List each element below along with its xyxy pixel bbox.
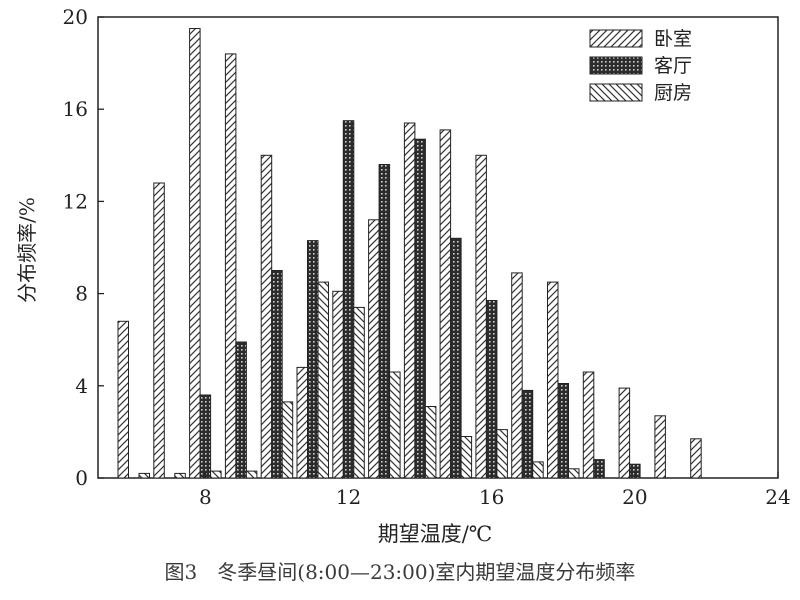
bar-0-6 [117, 320, 129, 479]
legend-swatch-0 [589, 29, 643, 48]
legend-label-2: 厨房 [654, 82, 692, 104]
bar-2-15 [460, 436, 473, 479]
bar-1-12 [342, 120, 355, 479]
bar-0-18 [547, 281, 559, 479]
legend-label-1: 客厅 [654, 55, 692, 77]
plot-area: 8 12 16 20 24 0 4 8 12 16 20 [63, 5, 791, 509]
figure-caption: 图3 冬季昼间(8:00—23:00)室内期望温度分布频率 [164, 560, 636, 584]
bar-0-15 [439, 129, 452, 479]
bar-1-13 [378, 164, 391, 479]
bar-2-14 [424, 406, 437, 479]
x-tick-label: 8 [199, 485, 212, 509]
bar-2-13 [389, 371, 401, 479]
bar-0-16 [475, 154, 487, 479]
x-tick-label: 12 [336, 485, 361, 509]
y-axis-label: 分布频率/% [15, 197, 39, 303]
bar-1-10 [271, 270, 283, 479]
bar-1-17 [521, 389, 534, 479]
y-tick-label: 16 [63, 97, 88, 121]
y-tick-label: 8 [75, 282, 88, 306]
bar-1-15 [450, 237, 462, 479]
x-tick-label: 24 [765, 485, 790, 509]
bar-layer [117, 28, 702, 479]
bar-1-16 [485, 300, 498, 479]
bar-1-14 [414, 138, 426, 479]
bar-1-9 [235, 341, 247, 479]
bar-2-8 [210, 470, 222, 479]
bar-2-6 [138, 472, 150, 479]
plot-frame [97, 16, 779, 479]
bar-0-12 [332, 290, 344, 479]
x-tick-label: 20 [622, 485, 647, 509]
bar-0-13 [368, 219, 380, 479]
bar-2-18 [568, 468, 580, 479]
x-axis-label: 期望温度/℃ [378, 522, 493, 546]
y-tick-label: 20 [63, 5, 88, 29]
x-axis-ticks: 8 12 16 20 24 [199, 472, 791, 509]
bar-0-22 [690, 438, 702, 479]
legend-swatch-1 [589, 56, 643, 75]
bar-0-8 [189, 28, 201, 479]
y-axis-ticks: 0 4 8 12 16 20 [63, 5, 104, 490]
y-tick-label: 0 [75, 466, 88, 490]
legend-label-0: 卧室 [654, 28, 692, 50]
x-tick-label: 16 [479, 485, 504, 509]
bar-2-16 [496, 429, 508, 479]
bar-1-11 [307, 240, 319, 479]
bar-1-19 [593, 459, 605, 479]
bar-2-12 [353, 306, 365, 479]
bar-0-9 [224, 53, 237, 479]
legend-swatch-2 [589, 83, 643, 102]
bar-0-7 [153, 182, 165, 479]
bar-1-18 [557, 383, 569, 479]
bar-1-8 [199, 394, 212, 479]
bar-2-17 [532, 461, 544, 479]
bar-0-11 [296, 366, 308, 479]
bar-0-20 [618, 387, 631, 479]
bar-2-7 [174, 472, 186, 479]
bar-0-19 [582, 371, 595, 479]
bar-2-10 [281, 401, 294, 479]
bar-0-17 [511, 272, 523, 479]
bar-0-10 [260, 154, 273, 479]
y-tick-label: 12 [63, 189, 88, 213]
bar-0-21 [654, 415, 666, 479]
bar-2-11 [317, 281, 329, 479]
bar-2-9 [245, 470, 258, 479]
y-tick-label: 4 [75, 374, 88, 398]
bar-0-14 [403, 122, 416, 479]
